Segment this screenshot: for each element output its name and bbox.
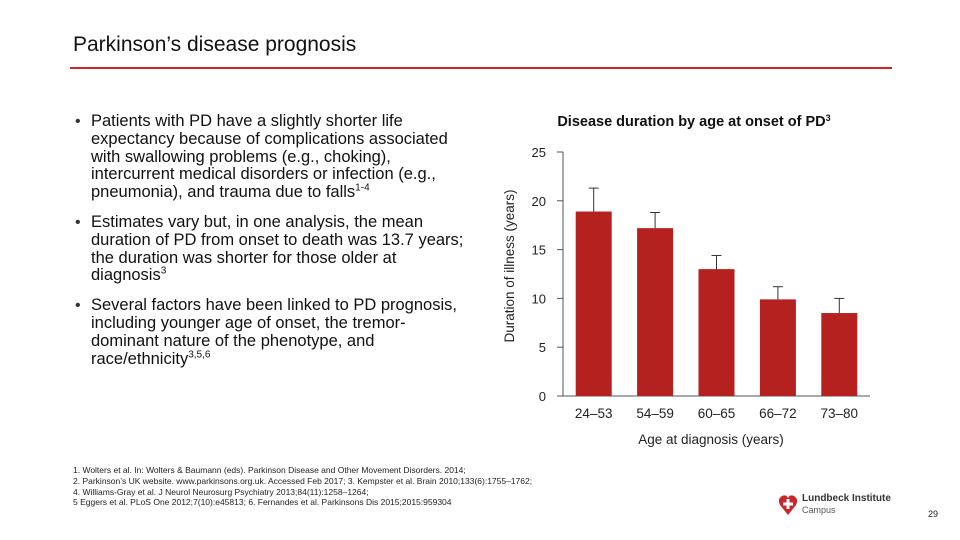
bullet-dot-icon: • [75,297,81,315]
x-tick-label: 24–53 [575,406,613,421]
bullet-text: Several factors have been linked to PD p… [91,296,457,368]
y-tick-label: 5 [539,340,546,355]
chart-title: Disease duration by age at onset of PD3 [557,113,830,130]
y-tick-label: 20 [532,194,546,209]
bar [759,299,796,396]
bullet-dot-icon: • [75,213,81,231]
bar [698,269,735,396]
x-tick-label: 60–65 [698,406,736,421]
bullet-citation: 3 [160,265,167,277]
bullet-dot-icon: • [75,113,81,130]
bar [575,211,612,396]
y-tick-label: 25 [532,145,546,160]
x-tick-label: 73–80 [821,406,859,421]
x-axis-label: Age at diagnosis (years) [638,432,784,447]
bullet-text: Estimates vary but, in one analysis, the… [91,212,464,285]
reference-line: 2. Parkinson’s UK website. www.parkinson… [73,475,533,486]
logo-name: Lundbeck Institute [802,493,891,504]
y-axis-label: Duration of illness (years) [502,189,517,342]
bullet-list: • Patients with PD have a slightly shorte… [73,112,468,380]
bullet-citation: 3,5,6 [188,349,211,361]
reference-line: 4. Williams-Gray et al. J Neurol Neurosu… [73,486,369,497]
y-tick-label: 15 [532,243,546,258]
heart-cross-icon [778,495,798,515]
chart-title-citation: 3 [826,113,831,123]
title-divider [70,67,892,69]
y-tick-label: 0 [539,389,546,404]
y-tick-label: 10 [532,291,546,306]
page-number: 29 [928,509,939,519]
x-tick-label: 66–72 [759,406,797,421]
bullet-citation: 1-4 [355,182,370,194]
x-tick-label: 54–59 [636,406,674,421]
logo-subtitle: Campus [802,505,836,515]
bar [637,228,674,396]
bullet-text: Patients with PD have a slightly shorter… [91,112,448,202]
reference-line: 1. Wolters et al. In: Wolters & Baumann … [73,465,466,475]
slide-title: Parkinson’s disease prognosis [73,33,357,56]
reference-line: 5 Eggers et al. PLoS One 2012;7(10):e458… [73,497,452,508]
bullet-item: • Estimates vary but, in one analysis, th… [73,212,468,285]
lundbeck-logo: Lundbeck Institute Campus [778,491,898,521]
bar [821,313,858,396]
bullet-item: • Several factors have been linked to PD … [73,296,468,368]
bullet-item: • Patients with PD have a slightly shorte… [73,112,468,202]
chart-title-text: Disease duration by age at onset of PD [557,114,825,130]
references: 1. Wolters et al. In: Wolters & Baumann … [73,465,532,508]
